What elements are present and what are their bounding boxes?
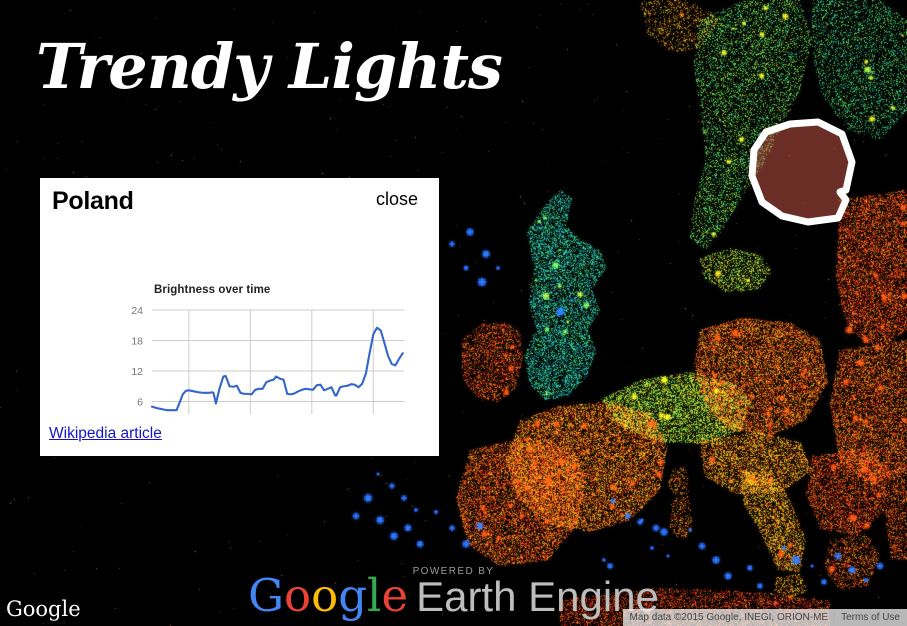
map-data-attribution: Map data ©2015 Google, INEGI, ORION-ME bbox=[629, 612, 829, 623]
y-axis-tick-label: 12 bbox=[131, 366, 143, 378]
chart-title: Brightness over time bbox=[154, 284, 271, 296]
attribution-divider bbox=[834, 612, 836, 623]
panel-header: Poland close bbox=[40, 178, 439, 224]
region-name: Poland bbox=[52, 187, 134, 215]
google-logo[interactable]: Google bbox=[6, 597, 81, 621]
y-axis-tick-label: 24 bbox=[131, 305, 143, 317]
page-title: Trendy Lights bbox=[36, 30, 503, 103]
terms-of-use-link[interactable]: Terms of Use bbox=[841, 612, 900, 623]
close-button[interactable]: close bbox=[375, 189, 418, 209]
wikipedia-article-link[interactable]: Wikipedia article bbox=[49, 425, 162, 442]
region-info-panel: Poland close Brightness over time 061218… bbox=[40, 178, 439, 456]
attribution-bar: Map data ©2015 Google, INEGI, ORION-ME T… bbox=[622, 609, 907, 626]
chart-series-line bbox=[150, 326, 404, 412]
y-axis-tick-label: 6 bbox=[137, 397, 143, 409]
y-axis-tick-label: 18 bbox=[131, 336, 143, 348]
brightness-chart: Brightness over time 0612182419952000200… bbox=[40, 224, 439, 414]
chart-svg: 061218241995200020052010 bbox=[131, 305, 404, 414]
